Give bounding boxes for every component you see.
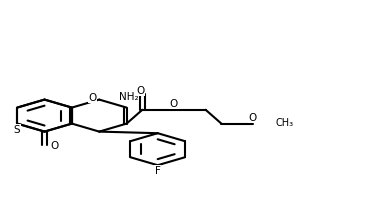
Text: NH₂: NH₂ — [119, 92, 139, 102]
Text: CH₃: CH₃ — [275, 118, 293, 128]
Text: O: O — [50, 141, 58, 151]
Text: F: F — [155, 166, 161, 176]
Text: S: S — [14, 125, 20, 135]
Text: O: O — [88, 93, 97, 103]
Text: O: O — [249, 113, 257, 123]
Text: O: O — [170, 99, 178, 109]
Text: O: O — [136, 86, 145, 96]
